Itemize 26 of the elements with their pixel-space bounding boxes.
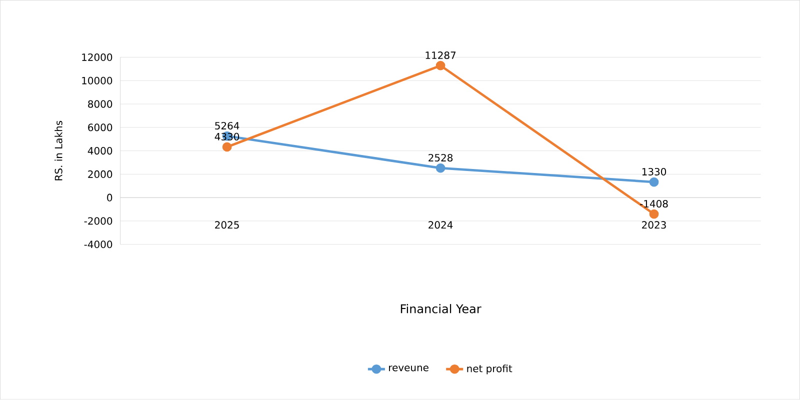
y-axis-title: RS. in Lakhs xyxy=(54,121,62,180)
y-tick-label: 2000 xyxy=(88,170,112,178)
data-label: -1408 xyxy=(640,200,668,208)
legend-label: reveune xyxy=(389,366,428,372)
point xyxy=(436,61,446,70)
y-tick-label: 0 xyxy=(107,194,112,202)
y-tick-label: 8000 xyxy=(88,100,112,108)
y-tick-label: -2000 xyxy=(84,217,112,225)
x-tick-label: 2025 xyxy=(215,221,239,229)
legend-label: net profit xyxy=(467,364,512,374)
y-tick-label: -4000 xyxy=(84,240,112,248)
point xyxy=(649,210,659,219)
y-tick-label: 12000 xyxy=(82,54,112,62)
x-tick-label: 2024 xyxy=(428,221,453,229)
data-label: 2528 xyxy=(428,154,453,162)
point xyxy=(649,178,659,187)
data-label: 11287 xyxy=(426,52,456,60)
data-label: 1330 xyxy=(642,168,666,176)
point xyxy=(222,142,232,152)
point xyxy=(436,163,446,173)
y-tick-label: 6000 xyxy=(88,124,112,132)
y-tick-label: 4000 xyxy=(88,147,112,155)
x-axis-title: Financial Year xyxy=(400,304,482,314)
x-tick-label: 2023 xyxy=(642,221,666,229)
y-tick-label: 10000 xyxy=(82,77,112,85)
data-label: 5264 xyxy=(215,122,240,130)
